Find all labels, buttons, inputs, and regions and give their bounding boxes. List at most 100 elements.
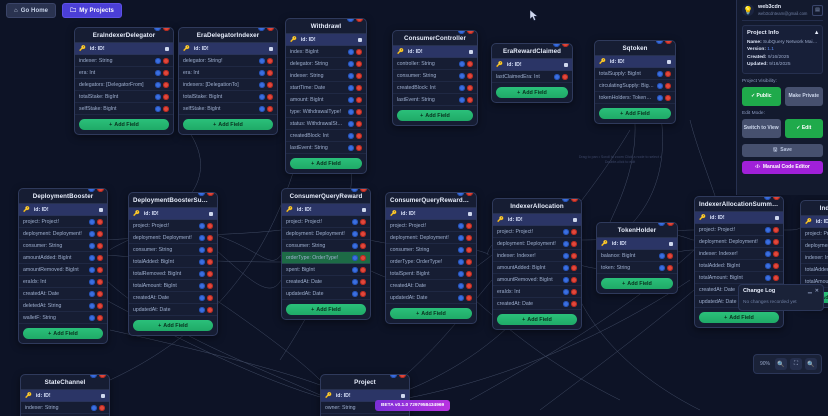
field-row[interactable]: spent: BigInt <box>282 264 370 276</box>
edit-field-icon[interactable] <box>352 230 358 237</box>
edit-field-icon[interactable] <box>348 108 354 115</box>
remove-field-icon[interactable] <box>97 230 103 237</box>
remove-field-icon[interactable] <box>773 238 779 245</box>
node-handles[interactable] <box>658 223 674 226</box>
edit-field-icon[interactable] <box>563 300 569 307</box>
field-row[interactable]: project: Project! <box>282 216 370 228</box>
field-row[interactable]: type: WithdrawalType! <box>286 106 366 118</box>
field-row[interactable]: 🔑id: ID! <box>282 204 370 216</box>
edit-field-icon[interactable] <box>352 242 358 249</box>
edit-field-icon[interactable] <box>89 278 95 285</box>
add-field-button[interactable]: +Add Field <box>599 108 671 119</box>
edit-field-icon[interactable] <box>765 250 771 257</box>
field-row[interactable]: startTime: Date <box>286 82 366 94</box>
field-row[interactable]: delegators: [DelegatorFrom] <box>75 79 173 91</box>
edit-field-icon[interactable] <box>459 60 465 67</box>
add-field-button[interactable]: +Add Field <box>497 314 577 325</box>
remove-field-icon[interactable] <box>207 234 213 241</box>
remove-field-icon[interactable] <box>665 70 671 77</box>
edit-field-icon[interactable] <box>199 258 205 265</box>
node-handles[interactable] <box>656 41 672 44</box>
remove-field-icon[interactable] <box>267 93 273 100</box>
field-row[interactable]: circulatingSupply: BigInt <box>595 80 675 92</box>
remove-field-icon[interactable] <box>360 230 366 237</box>
connect-handle-icon[interactable] <box>457 193 464 196</box>
field-row[interactable]: deployment: D <box>801 240 828 252</box>
remove-field-icon[interactable] <box>97 242 103 249</box>
user-block[interactable]: 💡 web3cdn web3cdnteam@gmail.com ▤ <box>742 4 823 21</box>
field-row[interactable]: project: Project! <box>493 226 581 238</box>
field-row[interactable]: totalAdded: BigInt <box>695 260 783 272</box>
field-row[interactable]: project: Project! <box>19 216 107 228</box>
add-field-button[interactable]: +Add Field <box>183 119 273 130</box>
field-row[interactable]: totalStake: BigInt <box>179 91 277 103</box>
node-card[interactable]: StateChannel🔑id: ID!indexer: Stringconsu… <box>20 374 110 416</box>
edit-field-icon[interactable] <box>155 93 161 100</box>
field-row[interactable]: totalSpent: BigInt <box>386 268 476 280</box>
field-row[interactable]: indexer: String <box>75 55 173 67</box>
go-home-button[interactable]: ⌂ Go Home <box>6 3 57 18</box>
remove-field-icon[interactable] <box>97 314 103 321</box>
field-toggle-icon[interactable] <box>165 46 169 51</box>
edit-field-icon[interactable] <box>563 264 569 271</box>
node-handles[interactable] <box>764 197 780 200</box>
node-handles[interactable] <box>351 189 367 192</box>
delete-node-icon[interactable] <box>163 28 170 31</box>
field-row[interactable]: createdAt: Date <box>386 280 476 292</box>
edit-field-icon[interactable] <box>199 306 205 313</box>
remove-field-icon[interactable] <box>360 278 366 285</box>
field-row[interactable]: project: Project! <box>801 228 828 240</box>
minus-icon[interactable]: ▁ <box>807 288 812 294</box>
remove-field-icon[interactable] <box>356 96 362 103</box>
node-handles[interactable] <box>562 199 578 202</box>
edit-field-icon[interactable] <box>259 93 265 100</box>
remove-field-icon[interactable] <box>773 262 779 269</box>
remove-field-icon[interactable] <box>97 278 103 285</box>
field-toggle-icon[interactable] <box>99 207 103 212</box>
manual-code-editor-button[interactable]: ‹/› Manual Code Editor <box>742 160 823 174</box>
close-icon[interactable]: ✕ <box>814 288 819 294</box>
remove-field-icon[interactable] <box>207 306 213 313</box>
my-projects-button[interactable]: 🗀 My Projects <box>62 3 122 18</box>
field-toggle-icon[interactable] <box>209 211 213 216</box>
field-row[interactable]: project: Project! <box>386 220 476 232</box>
field-row[interactable]: amount: BigInt <box>286 94 366 106</box>
remove-field-icon[interactable] <box>466 246 472 253</box>
edit-button[interactable]: ✓ Edit <box>784 118 823 138</box>
field-row[interactable]: lastEvent: String <box>286 142 366 154</box>
field-row[interactable]: deployment: Deployment! <box>493 238 581 250</box>
edit-field-icon[interactable] <box>352 218 358 225</box>
field-row[interactable]: 🔑id: ID! <box>19 204 107 216</box>
field-row[interactable]: era: Int <box>179 67 277 79</box>
panel-icon[interactable]: ▤ <box>812 4 823 16</box>
node-card[interactable]: TokenHolder 🔑 id: ID! balance: BigInt token:… <box>596 222 678 294</box>
remove-field-icon[interactable] <box>773 274 779 281</box>
node-card[interactable]: IndexerAllocation 🔑 id: ID! project: Projec… <box>492 198 582 330</box>
remove-field-icon[interactable] <box>667 264 673 271</box>
node-handles[interactable] <box>553 44 569 47</box>
field-row[interactable]: consumer: String <box>393 70 477 82</box>
remove-field-icon[interactable] <box>163 69 169 76</box>
field-row[interactable]: 🔑id: ID! <box>286 34 366 46</box>
edit-field-icon[interactable] <box>199 294 205 301</box>
edit-field-icon[interactable] <box>458 246 464 253</box>
edit-field-icon[interactable] <box>563 228 569 235</box>
add-field-button[interactable]: +Add Field <box>390 308 472 319</box>
field-row[interactable]: updatedAt: Date <box>386 292 476 304</box>
remove-field-icon[interactable] <box>163 81 169 88</box>
node-card[interactable]: EraIndexerDelegator 🔑 id: ID! indexer: Stri… <box>74 27 174 135</box>
edit-field-icon[interactable] <box>199 234 205 241</box>
edit-field-icon[interactable] <box>259 69 265 76</box>
add-field-button[interactable]: +Add Field <box>290 158 362 169</box>
field-row[interactable]: 🔑id: ID! <box>21 390 109 402</box>
remove-field-icon[interactable] <box>466 294 472 301</box>
node-card[interactable]: ConsumerController 🔑 id: ID! controller: St… <box>392 30 478 126</box>
field-row[interactable]: updatedAt: Date <box>129 304 217 316</box>
field-row[interactable]: deployment: Deployment! <box>129 232 217 244</box>
remove-field-icon[interactable] <box>360 290 366 297</box>
node-card[interactable]: DeploymentBooster 🔑 id: ID! project: Projec… <box>18 188 108 344</box>
remove-field-icon[interactable] <box>356 108 362 115</box>
remove-field-icon[interactable] <box>356 72 362 79</box>
node-handles[interactable] <box>154 28 170 31</box>
delete-node-icon[interactable] <box>467 31 474 34</box>
